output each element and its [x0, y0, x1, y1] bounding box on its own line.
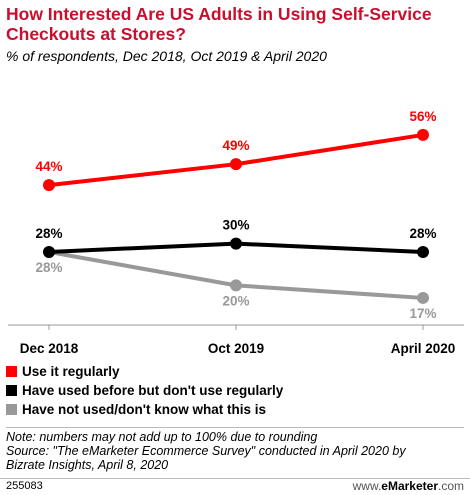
data-label: 49%: [222, 138, 249, 153]
line-chart: Dec 2018 Oct 2019 April 2020 28% 20% 17% 28% 30…: [8, 109, 464, 356]
legend-swatch-gray: [6, 404, 17, 415]
data-label: 28%: [35, 260, 62, 275]
emarketer-logo: www.eMarketer.com: [353, 479, 464, 493]
legend-swatch-black: [6, 385, 17, 396]
data-point: [230, 279, 242, 292]
footnote: Note: numbers may not add up to 100% due…: [6, 427, 464, 472]
data-point: [230, 237, 242, 250]
legend-item-used-before: Have used before but don't use regularly: [6, 381, 283, 400]
data-label: 17%: [409, 306, 436, 321]
x-tick-label: Dec 2018: [20, 341, 79, 356]
footnote-note: Note: numbers may not add up to 100% due…: [6, 430, 318, 444]
legend-label: Have used before but don't use regularly: [22, 383, 284, 398]
legend-swatch-red: [6, 366, 17, 377]
data-point: [417, 291, 429, 304]
legend-item-not-used: Have not used/don't know what this is: [6, 400, 283, 419]
data-label: 28%: [35, 226, 62, 241]
data-point: [43, 179, 55, 192]
chart-subtitle: % of respondents, Dec 2018, Oct 2019 & A…: [6, 48, 327, 64]
data-point: [43, 245, 55, 258]
footnote-source-cont: Bizrate Insights, April 8, 2020: [6, 458, 169, 472]
data-label: 28%: [409, 226, 436, 241]
data-label: 30%: [222, 218, 249, 233]
legend: Use it regularly Have used before but do…: [6, 362, 283, 419]
footer: 255083 www.eMarketer.com: [0, 478, 470, 495]
data-label: 44%: [35, 159, 62, 174]
data-point: [230, 158, 242, 171]
data-label: 20%: [222, 293, 249, 308]
legend-label: Have not used/don't know what this is: [22, 402, 266, 417]
logo-prefix: www.: [352, 479, 382, 493]
legend-item-use-regularly: Use it regularly: [6, 362, 283, 381]
data-label: 56%: [409, 109, 436, 124]
data-point: [417, 128, 429, 141]
x-tick-label: Oct 2019: [208, 341, 264, 356]
logo-suffix: .com: [437, 479, 464, 493]
footnote-source: Source: "The eMarketer Ecommerce Survey"…: [6, 444, 406, 458]
data-point: [417, 245, 429, 258]
chart-id: 255083: [6, 480, 43, 492]
logo-brand: eMarketer: [381, 479, 438, 493]
x-tick-label: April 2020: [391, 341, 456, 356]
legend-label: Use it regularly: [22, 364, 120, 379]
chart-title: How Interested Are US Adults in Using Se…: [6, 4, 432, 44]
